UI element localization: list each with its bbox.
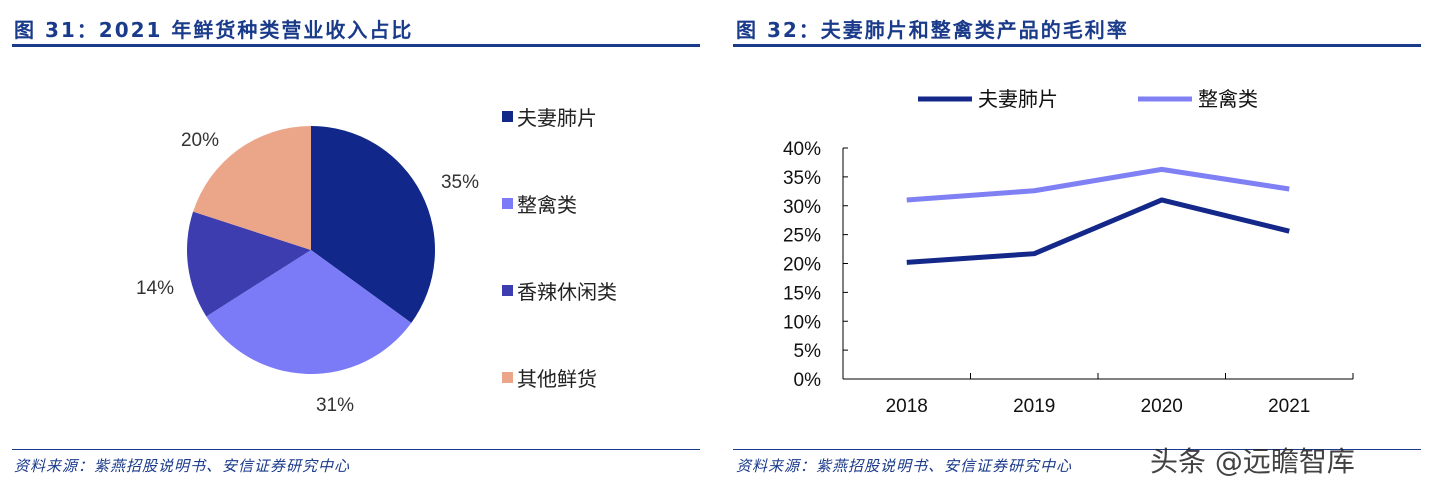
pie-data-label: 35% — [441, 172, 479, 193]
pie-slice-1 — [311, 126, 435, 323]
y-tick-label: 35% — [783, 168, 821, 189]
y-tick-label: 0% — [794, 370, 822, 391]
right-chart-title: 图 32：夫妻肺片和整禽类产品的毛利率 — [736, 18, 1129, 42]
legend-swatch — [502, 111, 513, 122]
legend-label: 夫妻肺片 — [978, 88, 1058, 111]
x-tick-label: 2018 — [886, 396, 928, 417]
legend-label: 整禽类 — [517, 194, 577, 217]
y-tick-label: 5% — [794, 341, 822, 362]
pie-slice-2 — [206, 250, 412, 374]
legend-label: 夫妻肺片 — [517, 107, 597, 130]
legend-label: 其他鲜货 — [517, 368, 597, 391]
legend-swatch — [502, 285, 513, 296]
right-source: 资料来源：紫燕招股说明书、安信证券研究中心 — [736, 457, 1073, 475]
pie-slice-4 — [193, 126, 311, 250]
right-title-rule — [733, 44, 1421, 47]
left-footer-rule — [12, 449, 700, 450]
legend-label: 整禽类 — [1198, 88, 1258, 111]
pie-data-label: 14% — [136, 278, 174, 299]
x-tick-label: 2021 — [1268, 396, 1310, 417]
legend-swatch — [502, 198, 513, 209]
left-title-rule — [12, 44, 700, 47]
y-tick-label: 10% — [783, 312, 821, 333]
pie-data-label: 20% — [181, 130, 219, 151]
legend-label: 香辣休闲类 — [517, 281, 617, 304]
y-tick-label: 30% — [783, 197, 821, 218]
x-tick-label: 2019 — [1013, 396, 1055, 417]
right-footer-rule — [733, 449, 1421, 450]
pie-slice-3 — [187, 211, 311, 317]
y-tick-label: 15% — [783, 283, 821, 304]
y-tick-label: 20% — [783, 255, 821, 276]
pie-data-label: 31% — [316, 395, 354, 416]
left-source: 资料来源：紫燕招股说明书、安信证券研究中心 — [14, 457, 351, 475]
y-tick-label: 25% — [783, 226, 821, 247]
y-tick-label: 40% — [783, 139, 821, 160]
x-tick-label: 2020 — [1141, 396, 1183, 417]
series-line-1 — [906, 197, 1290, 265]
legend-swatch — [502, 372, 513, 383]
left-chart-title: 图 31：2021 年鲜货种类营业收入占比 — [14, 18, 414, 42]
series-line-2 — [906, 166, 1290, 203]
watermark: 头条 @远瞻智库 — [1150, 445, 1355, 478]
